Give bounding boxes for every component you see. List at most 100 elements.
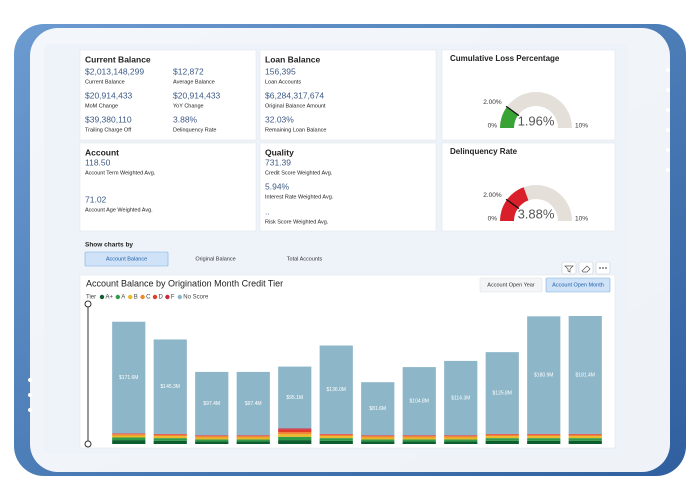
bar-value-label: $104.8M [410,398,429,404]
legend-swatch [128,294,133,300]
bar-segment [402,436,436,438]
kpi-value: $12,872 [173,66,204,76]
bar-segment [195,441,229,444]
chart-title: Account Balance by Origination Month Cre… [86,278,283,288]
bar-segment [195,371,229,436]
legend-swatch [99,294,105,300]
kpi-value: 156,395 [265,66,296,76]
bar-segment [444,439,478,442]
legend-label: A [121,295,125,301]
bar-segment [112,440,146,444]
range-slider-handle[interactable] [84,440,92,448]
legend-label: B [134,295,138,301]
bar-value-label: $125.8M [493,390,512,396]
bar-segment [361,437,395,440]
bar-segment [568,316,602,434]
legend-label: F [171,295,175,301]
kpi-value: $20,914,433 [173,90,221,100]
view-button[interactable] [479,277,543,293]
bar-segment [402,437,436,440]
bar-segment [444,437,478,440]
bar-segment [112,435,146,438]
bar-value-label: $97.4M [245,401,262,407]
gauge-value-label: 1.96% [518,113,555,128]
bar-segment [444,360,478,436]
bar-segment [527,440,561,444]
view-button-text: Account Open Month [552,282,604,288]
gauge-track [500,92,572,128]
bar-segment [236,437,270,440]
legend-label: No Score [183,295,209,301]
bar-segment [195,435,229,437]
bar-segment [153,440,187,444]
kpi-value: 731.39 [265,157,291,167]
kpi-label: Delinquency Rate [173,127,216,133]
bar-segment [153,434,187,435]
clear-icon[interactable] [578,261,594,275]
bar-segment [485,352,519,434]
kpi-label: Account Age Weighted Avg. [85,207,153,213]
kpi-value: $39,380,110 [85,114,132,124]
kpi-value: 3.88% [173,114,198,124]
kpi-label: Average Balance [173,79,215,85]
bar-segment [319,440,353,444]
bar-segment [236,436,270,438]
legend-swatch [115,294,121,300]
bar-segment [278,440,312,444]
view-button[interactable] [545,277,611,293]
kpi-label: Trailing Charge Off [85,127,132,133]
kpi-value: 32.03% [265,114,294,124]
kpi-label: YoY Change [173,103,204,109]
show-charts-label: Show charts by [85,242,133,249]
bar-segment [361,441,395,444]
gauge-value-label: 3.88% [518,206,555,221]
legend-swatch [140,294,145,300]
bar-value-label: $136.0M [327,387,346,393]
kpi-value: 118.50 [85,157,111,167]
gauge-target [505,198,520,210]
bar-segment [278,428,312,430]
kpi-card [79,49,257,141]
range-slider-handle[interactable] [84,300,92,308]
gauge-target-label: 2.00% [483,192,502,199]
bar-segment [112,434,146,436]
kpi-card [259,49,437,141]
bar-segment [527,434,561,435]
bar-segment [236,439,270,442]
bar-segment [485,434,519,437]
bar-segment [485,440,519,444]
gauge-title: Delinquency Rate [450,147,518,156]
bar-segment [444,436,478,438]
bar-segment [485,434,519,435]
gauge-title: Cumulative Loss Percentage [450,54,560,63]
bar-segment [112,437,146,441]
bar-value-label: $181.4M [576,372,595,378]
kpi-label: Risk Score Weighted Avg. [265,219,329,225]
view-button-text: Account Open Year [487,282,535,288]
bar-segment [195,436,229,438]
bar-segment [153,438,187,441]
bar-value-label: $145.3M [161,384,180,390]
bar-value-label: $180.9M [534,372,553,378]
bar-segment [236,435,270,437]
gauge-min-label: 0% [488,123,498,130]
bar-segment [319,438,353,441]
chart-toggle-text: Original Balance [195,256,235,262]
bar-segment [402,441,436,444]
kpi-value: .. [265,206,270,216]
bar-segment [112,321,146,434]
gauge-min-label: 0% [488,216,498,223]
bar-segment [485,438,519,441]
gauge-value-arc [500,187,529,221]
kpi-value: 71.02 [85,194,107,204]
kpi-label: Remaining Loan Balance [265,127,326,133]
filter-icon[interactable] [561,261,577,275]
kpi-value: $2,013,148,299 [85,66,144,76]
kpi-label: MoM Change [85,103,118,109]
legend-label: D [159,295,164,301]
bar-value-label: $81.6M [369,406,386,412]
chart-toggle-button[interactable] [84,251,169,267]
kpi-label: Interest Rate Weighted Avg. [265,194,334,200]
